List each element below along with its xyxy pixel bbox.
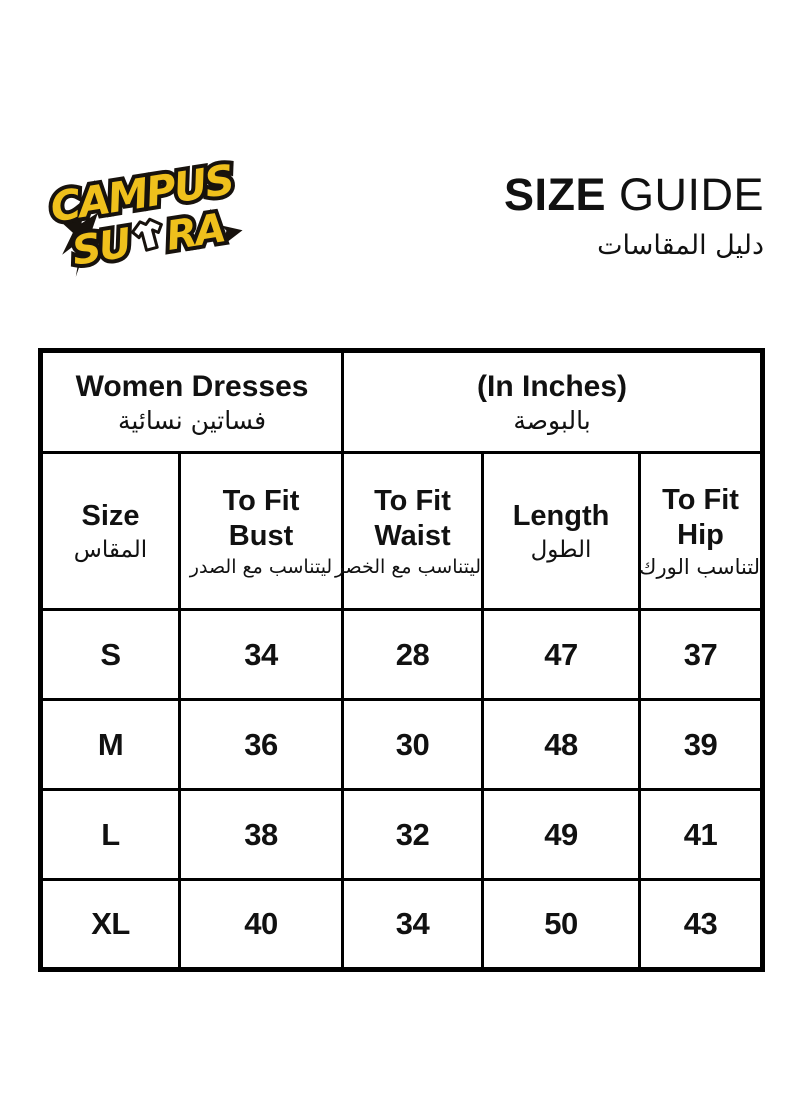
bust-cell: 40 xyxy=(177,878,345,971)
hip-cell: 39 xyxy=(638,698,765,791)
column-header-ar: ليتناسب مع الصدر xyxy=(189,555,333,578)
bust-value: 40 xyxy=(244,906,278,941)
page-title: SIZE GUIDE xyxy=(504,172,764,217)
size-cell: M xyxy=(39,698,181,791)
group-header-ar: فساتين نسائية xyxy=(117,405,267,435)
column-header-size: Size المقاس xyxy=(39,451,181,611)
column-header-en: To Fit Waist xyxy=(344,484,481,552)
column-header-line1: Size xyxy=(81,500,140,533)
group-header-women-dresses: Women Dresses فساتين نسائية xyxy=(38,349,345,454)
page-title-size: SIZE xyxy=(503,169,606,220)
table-row-l: L 38 32 49 41 xyxy=(39,788,765,881)
column-header-line1: To Fit xyxy=(222,485,300,518)
column-header-en: Size xyxy=(43,499,178,533)
column-header-en: Length xyxy=(484,499,638,533)
waist-value: 32 xyxy=(395,816,430,852)
hip-cell: 37 xyxy=(638,608,765,701)
waist-cell: 30 xyxy=(341,698,485,791)
size-value: S xyxy=(100,636,121,672)
column-header-hip: To Fit Hip لتناسب الورك xyxy=(638,451,765,611)
waist-cell: 32 xyxy=(341,788,485,881)
hip-value: 43 xyxy=(683,906,718,941)
length-value: 49 xyxy=(544,816,578,852)
bust-cell: 38 xyxy=(177,788,345,881)
logo-spike-shape xyxy=(221,225,243,246)
size-cell: XL xyxy=(39,878,181,971)
waist-value: 28 xyxy=(395,636,430,672)
campus-sutra-logo: CAMPUS SU RA xyxy=(43,151,243,279)
waist-value: 34 xyxy=(395,906,430,941)
column-header-line1: To Fit xyxy=(662,484,739,517)
column-header-line1: To Fit xyxy=(374,485,451,518)
bust-cell: 36 xyxy=(177,698,345,791)
page-title-arabic: دليل المقاسات xyxy=(597,230,764,261)
table-row-m: M 36 30 48 39 xyxy=(39,698,765,791)
length-value: 47 xyxy=(544,636,578,672)
hip-cell: 43 xyxy=(638,878,765,971)
hip-cell: 41 xyxy=(638,788,765,881)
group-header-ar: بالبوصة xyxy=(513,405,591,435)
column-header-row: Size المقاس To Fit Bust ليتناسب مع الصدر … xyxy=(39,451,765,611)
page-title-guide: GUIDE xyxy=(618,169,764,220)
column-header-ar: الطول xyxy=(530,536,592,563)
length-cell: 48 xyxy=(481,698,642,791)
column-header-line2: Bust xyxy=(228,519,294,552)
group-header-row: Women Dresses فساتين نسائية (In Inches) … xyxy=(38,349,765,454)
size-value: XL xyxy=(91,906,130,941)
hip-value: 39 xyxy=(683,726,718,762)
column-header-line1: Length xyxy=(512,500,610,533)
column-header-waist: To Fit Waist ليتناسب مع الخصر xyxy=(334,451,485,611)
hip-value: 41 xyxy=(683,816,718,852)
hip-value: 37 xyxy=(683,636,718,672)
column-header-length: Length الطول xyxy=(481,451,642,611)
size-cell: L xyxy=(39,788,181,881)
length-value: 50 xyxy=(544,906,578,941)
table-row-xl: XL 40 34 50 43 xyxy=(39,878,765,971)
size-value: M xyxy=(97,726,124,762)
column-header-line2: Waist xyxy=(374,519,451,552)
column-header-ar: المقاس xyxy=(73,536,148,563)
group-header-en: Women Dresses xyxy=(75,369,309,403)
length-value: 48 xyxy=(544,726,578,762)
waist-cell: 34 xyxy=(341,878,485,971)
length-cell: 49 xyxy=(481,788,642,881)
logo-bolt-shape xyxy=(62,194,99,277)
size-value: L xyxy=(101,816,120,852)
title-block: SIZE GUIDE دليل المقاسات xyxy=(504,172,764,261)
size-cell: S xyxy=(39,608,181,701)
column-header-bust: To Fit Bust ليتناسب مع الصدر xyxy=(177,451,345,611)
column-header-ar: ليتناسب مع الخصر xyxy=(334,555,482,578)
group-header-in-inches: (In Inches) بالبوصة xyxy=(341,349,765,454)
bust-cell: 34 xyxy=(177,608,345,701)
logo-word-ra: RA xyxy=(163,205,227,259)
table-row-s: S 34 28 47 37 xyxy=(39,608,765,701)
group-header-en: (In Inches) xyxy=(477,369,628,403)
column-header-line2: Hip xyxy=(677,518,724,551)
column-header-en: To Fit Hip xyxy=(641,483,760,551)
waist-value: 30 xyxy=(395,726,430,762)
size-guide-table: Women Dresses فساتين نسائية (In Inches) … xyxy=(38,348,766,972)
logo-word-su: SU xyxy=(69,220,134,275)
bust-value: 34 xyxy=(244,636,278,672)
column-header-en: To Fit Bust xyxy=(181,484,341,552)
bust-value: 36 xyxy=(244,726,278,762)
length-cell: 47 xyxy=(481,608,642,701)
column-header-ar: لتناسب الورك xyxy=(639,554,761,579)
bust-value: 38 xyxy=(244,816,278,852)
length-cell: 50 xyxy=(481,878,642,971)
tshirt-icon xyxy=(130,217,163,252)
waist-cell: 28 xyxy=(341,608,485,701)
